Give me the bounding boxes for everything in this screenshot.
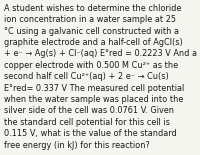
Text: graphite electrode and a half-cell of AgCl(s): graphite electrode and a half-cell of Ag… <box>4 38 183 47</box>
Text: copper electrode with 0.500 M Cu²⁺ as the: copper electrode with 0.500 M Cu²⁺ as th… <box>4 61 178 70</box>
Text: second half cell Cu²⁺(aq) + 2 e⁻ → Cu(s): second half cell Cu²⁺(aq) + 2 e⁻ → Cu(s) <box>4 72 169 81</box>
Text: when the water sample was placed into the: when the water sample was placed into th… <box>4 95 183 104</box>
Text: 0.115 V, what is the value of the standard: 0.115 V, what is the value of the standa… <box>4 129 177 138</box>
Text: E°red= 0.337 V The measured cell potential: E°red= 0.337 V The measured cell potenti… <box>4 84 184 93</box>
Text: A student wishes to determine the chloride: A student wishes to determine the chlori… <box>4 4 181 13</box>
Text: free energy (in kJ) for this reaction?: free energy (in kJ) for this reaction? <box>4 141 150 150</box>
Text: the standard cell potential for this cell is: the standard cell potential for this cel… <box>4 118 170 127</box>
Text: °C using a galvanic cell constructed with a: °C using a galvanic cell constructed wit… <box>4 27 179 36</box>
Text: ion concentration in a water sample at 25: ion concentration in a water sample at 2… <box>4 15 176 24</box>
Text: silver side of the cell was 0.0761 V. Given: silver side of the cell was 0.0761 V. Gi… <box>4 106 174 115</box>
Text: + e⁻ → Ag(s) + Cl⁻(aq) E°red = 0.2223 V And a: + e⁻ → Ag(s) + Cl⁻(aq) E°red = 0.2223 V … <box>4 49 197 58</box>
